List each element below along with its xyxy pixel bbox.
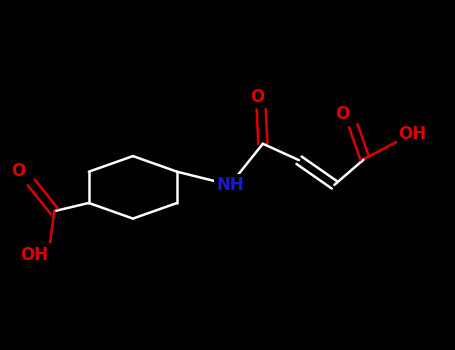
- Text: O: O: [11, 162, 25, 180]
- Text: O: O: [250, 88, 264, 106]
- Text: O: O: [335, 105, 349, 123]
- Text: OH: OH: [399, 125, 427, 143]
- Text: OH: OH: [20, 246, 48, 264]
- Text: NH: NH: [216, 176, 244, 194]
